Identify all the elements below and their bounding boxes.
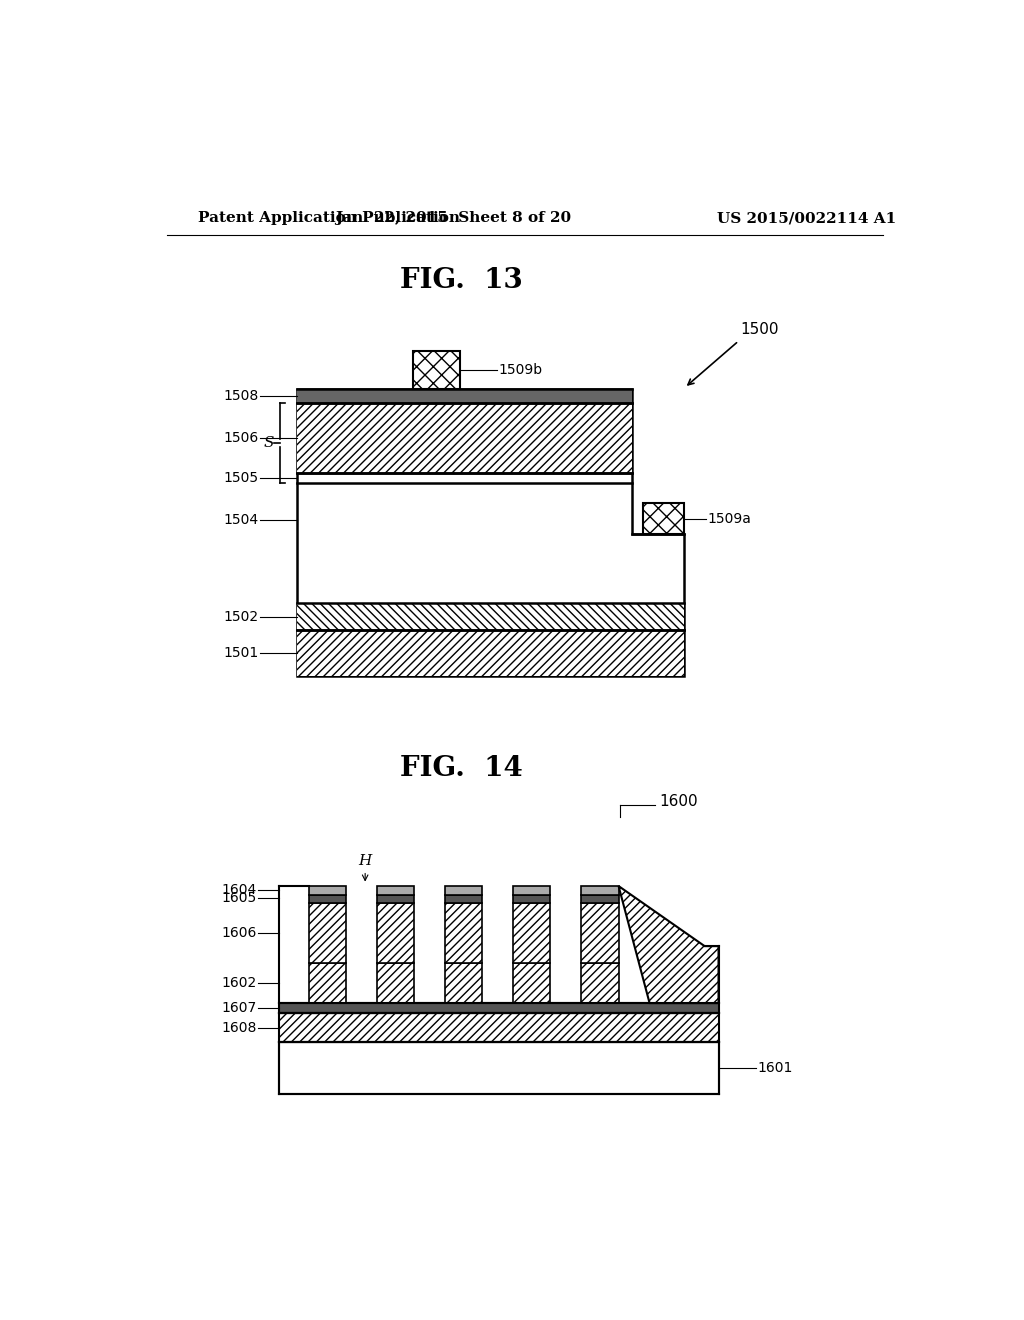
Bar bbox=[308, 964, 346, 1003]
Polygon shape bbox=[618, 886, 719, 1003]
Text: 1508: 1508 bbox=[223, 389, 258, 404]
Bar bbox=[377, 895, 414, 903]
Bar bbox=[280, 1014, 719, 1043]
Text: FIG.  14: FIG. 14 bbox=[400, 755, 522, 781]
Bar bbox=[308, 886, 346, 895]
Text: H: H bbox=[358, 854, 372, 869]
Bar bbox=[513, 886, 550, 895]
Text: 1501: 1501 bbox=[223, 645, 258, 660]
Bar bbox=[445, 964, 482, 1003]
Bar bbox=[377, 886, 414, 895]
Bar bbox=[308, 903, 346, 964]
Bar bbox=[513, 964, 550, 1003]
Bar bbox=[280, 1003, 719, 1014]
Text: 1504: 1504 bbox=[223, 513, 258, 527]
Bar bbox=[297, 389, 632, 404]
Bar bbox=[582, 964, 618, 1003]
Bar bbox=[513, 964, 550, 1003]
Text: 1602: 1602 bbox=[221, 975, 257, 990]
Bar bbox=[297, 603, 684, 630]
Text: US 2015/0022114 A1: US 2015/0022114 A1 bbox=[717, 211, 896, 226]
Bar bbox=[414, 351, 460, 389]
Bar bbox=[582, 886, 618, 895]
Text: Jan. 22, 2015  Sheet 8 of 20: Jan. 22, 2015 Sheet 8 of 20 bbox=[336, 211, 571, 226]
Bar bbox=[297, 404, 632, 473]
Text: 1607: 1607 bbox=[221, 1001, 257, 1015]
Text: 1502: 1502 bbox=[223, 610, 258, 623]
Text: 1601: 1601 bbox=[758, 1061, 793, 1074]
Text: 1506: 1506 bbox=[223, 430, 258, 445]
Text: 1600: 1600 bbox=[658, 793, 697, 809]
Bar bbox=[513, 903, 550, 964]
Text: 1605: 1605 bbox=[221, 891, 257, 906]
Bar bbox=[445, 964, 482, 1003]
Bar bbox=[643, 503, 684, 535]
Bar bbox=[308, 903, 346, 964]
Text: 1509a: 1509a bbox=[708, 512, 752, 525]
Bar bbox=[582, 903, 618, 964]
Bar bbox=[582, 895, 618, 903]
Bar bbox=[513, 895, 550, 903]
Bar bbox=[582, 903, 618, 964]
Bar bbox=[297, 630, 684, 676]
Text: 1608: 1608 bbox=[221, 1020, 257, 1035]
Bar bbox=[377, 903, 414, 964]
Bar bbox=[297, 603, 684, 630]
Bar bbox=[445, 903, 482, 964]
Bar bbox=[445, 895, 482, 903]
Bar bbox=[297, 404, 632, 473]
Bar bbox=[377, 964, 414, 1003]
Bar bbox=[513, 903, 550, 964]
Bar bbox=[414, 351, 460, 389]
Text: FIG.  13: FIG. 13 bbox=[400, 267, 522, 293]
Text: 1505: 1505 bbox=[223, 471, 258, 484]
Bar bbox=[308, 895, 346, 903]
Bar bbox=[280, 1014, 719, 1043]
Bar bbox=[308, 964, 346, 1003]
Text: Patent Application Publication: Patent Application Publication bbox=[198, 211, 460, 226]
Text: 1500: 1500 bbox=[740, 322, 778, 337]
Bar bbox=[377, 964, 414, 1003]
Bar bbox=[445, 903, 482, 964]
Polygon shape bbox=[297, 389, 684, 676]
Bar bbox=[582, 964, 618, 1003]
Bar bbox=[280, 1043, 719, 1094]
Text: 1509b: 1509b bbox=[499, 363, 543, 378]
Bar bbox=[445, 886, 482, 895]
Bar bbox=[297, 630, 684, 676]
Text: 1604: 1604 bbox=[221, 883, 257, 896]
Bar bbox=[643, 503, 684, 535]
Text: S: S bbox=[264, 437, 274, 450]
Bar bbox=[377, 903, 414, 964]
Text: 1606: 1606 bbox=[221, 927, 257, 940]
